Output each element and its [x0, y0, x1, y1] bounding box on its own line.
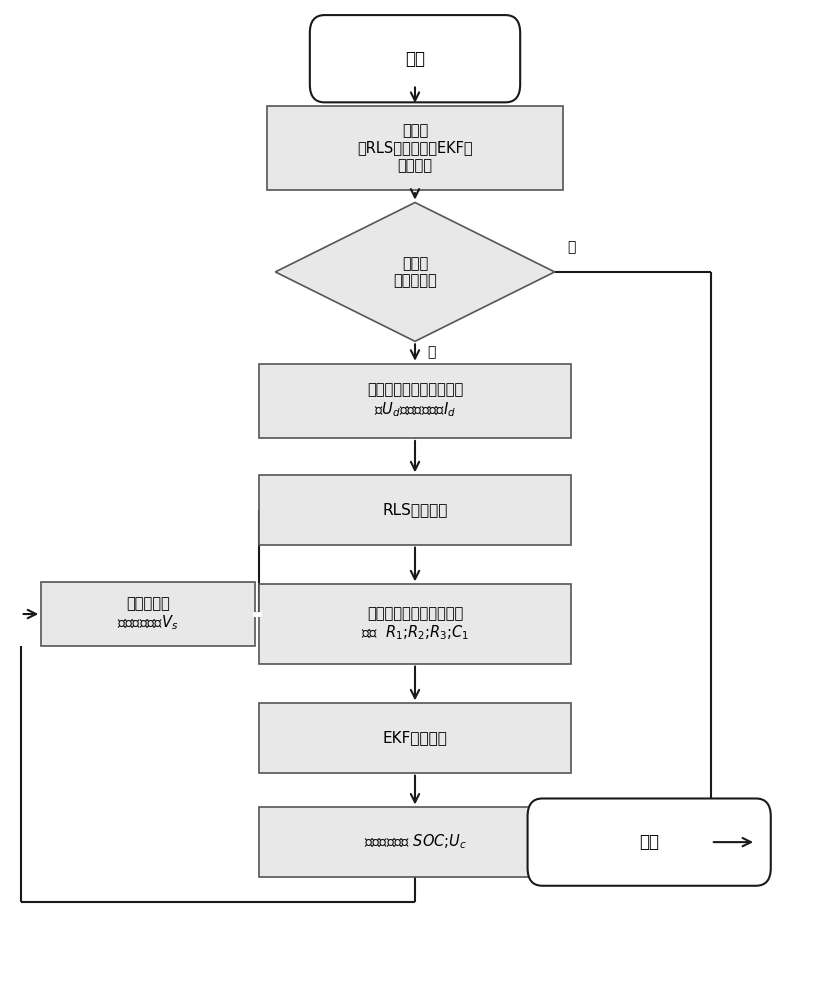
- Text: 是: 是: [567, 240, 575, 254]
- Text: 充放电
是否结束？: 充放电 是否结束？: [393, 256, 437, 288]
- Text: 开始: 开始: [405, 50, 425, 68]
- Text: 结束: 结束: [639, 833, 659, 851]
- Text: 获得全钒液流电池的端电
压$U_d$和充放电电流$I_d$: 获得全钒液流电池的端电 压$U_d$和充放电电流$I_d$: [367, 383, 463, 419]
- Bar: [267, 106, 563, 190]
- Text: 获得全钒液流电池的模型
参数  $R_1$;$R_2$;$R_3$;$C_1$: 获得全钒液流电池的模型 参数 $R_1$;$R_2$;$R_3$;$C_1$: [361, 606, 469, 642]
- Text: 否: 否: [427, 345, 436, 359]
- Text: EKF状态估计: EKF状态估计: [383, 730, 447, 746]
- Text: 初始化
（RLS计算初值、EKF计
算初值）: 初始化 （RLS计算初值、EKF计 算初值）: [357, 123, 473, 173]
- Text: RLS参数辨识: RLS参数辨识: [383, 502, 447, 517]
- Polygon shape: [276, 202, 554, 341]
- FancyBboxPatch shape: [528, 798, 771, 886]
- Bar: [259, 475, 571, 545]
- Bar: [42, 582, 255, 646]
- Bar: [259, 807, 571, 877]
- Text: 获得状态变量 $\mathit{SOC}$;$U_c$: 获得状态变量 $\mathit{SOC}$;$U_c$: [364, 833, 466, 851]
- FancyBboxPatch shape: [310, 15, 520, 102]
- Bar: [259, 364, 571, 438]
- Text: 能斯特方程
获得堆栈电压$V_s$: 能斯特方程 获得堆栈电压$V_s$: [117, 596, 178, 632]
- Bar: [259, 703, 571, 773]
- Bar: [259, 584, 571, 664]
